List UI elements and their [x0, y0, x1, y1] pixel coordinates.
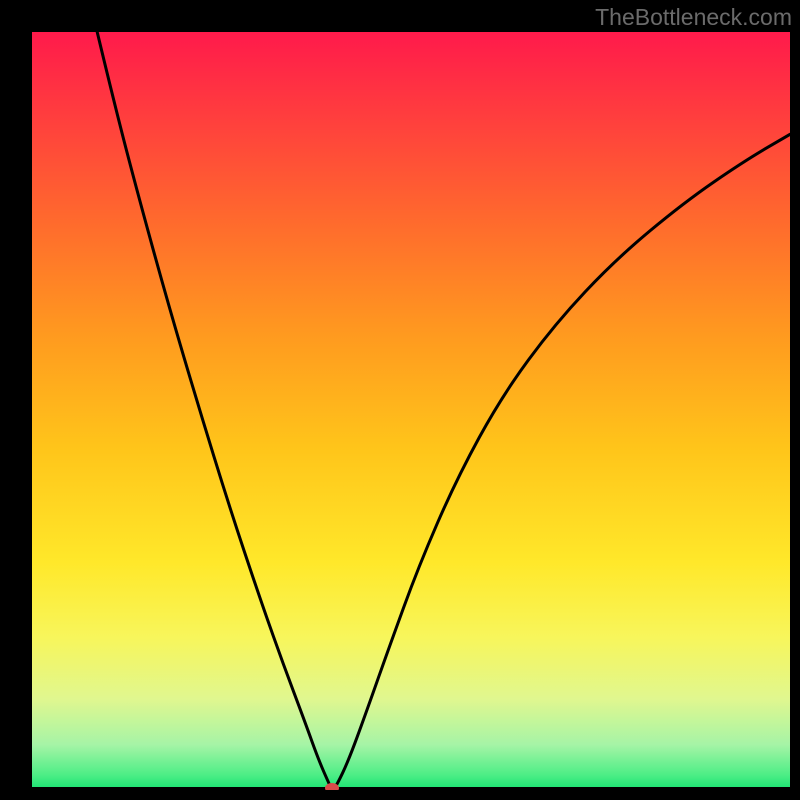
- baseline: [32, 787, 790, 790]
- plot-area: [32, 32, 790, 790]
- bottleneck-curve: [32, 32, 790, 790]
- watermark-text: TheBottleneck.com: [595, 4, 792, 31]
- optimal-point-dot: [325, 783, 339, 790]
